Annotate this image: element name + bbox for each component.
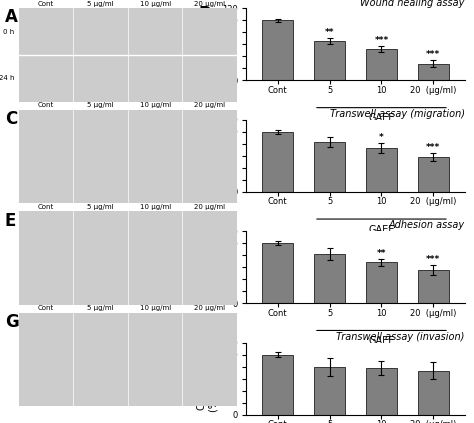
Text: H: H — [199, 339, 212, 357]
Bar — [314, 367, 345, 415]
Text: **: ** — [377, 249, 386, 258]
Text: GAEE: GAEE — [368, 336, 395, 346]
Text: 20 μg/ml: 20 μg/ml — [194, 0, 225, 7]
Text: ***: *** — [374, 36, 389, 45]
Text: ***: *** — [426, 143, 440, 152]
Text: C: C — [5, 110, 17, 128]
Text: A: A — [5, 8, 18, 27]
Text: Cont: Cont — [38, 0, 55, 7]
Text: 5 μg/ml: 5 μg/ml — [87, 102, 114, 108]
Text: 0 h: 0 h — [3, 29, 15, 35]
Bar — [366, 148, 397, 192]
Text: G: G — [5, 313, 18, 331]
Text: 10 μg/ml: 10 μg/ml — [140, 102, 171, 108]
Text: Wound healing assay: Wound healing assay — [360, 0, 465, 8]
Text: GAEE: GAEE — [368, 113, 395, 124]
Text: E: E — [5, 212, 16, 230]
Text: 5 μg/ml: 5 μg/ml — [87, 0, 114, 7]
Bar — [262, 132, 293, 192]
Bar — [366, 368, 397, 415]
Text: Transwell assay (invasion): Transwell assay (invasion) — [336, 332, 465, 342]
Text: 10 μg/ml: 10 μg/ml — [140, 305, 171, 311]
Bar — [314, 142, 345, 192]
Bar — [314, 41, 345, 80]
Y-axis label: Cell Migration
(% of control): Cell Migration (% of control) — [197, 122, 219, 190]
Text: D: D — [199, 116, 212, 134]
Bar — [366, 262, 397, 303]
Text: Transwell assay (migration): Transwell assay (migration) — [329, 109, 465, 119]
Text: 10 μg/ml: 10 μg/ml — [140, 0, 171, 7]
Text: 20 μg/ml: 20 μg/ml — [194, 203, 225, 210]
Bar — [262, 20, 293, 80]
Text: GAEE: GAEE — [368, 225, 395, 235]
Bar — [418, 270, 449, 303]
Text: **: ** — [325, 28, 334, 37]
Text: 20 μg/ml: 20 μg/ml — [194, 102, 225, 108]
Text: B: B — [199, 5, 211, 23]
Bar — [366, 49, 397, 80]
Y-axis label: Cell Invasion
(% of control): Cell Invasion (% of control) — [197, 346, 219, 412]
Y-axis label: Cell Migration
(% of control): Cell Migration (% of control) — [197, 11, 219, 78]
Bar — [314, 254, 345, 303]
Y-axis label: Cell Adhesion
(% of control): Cell Adhesion (% of control) — [197, 234, 219, 300]
Text: 5 μg/ml: 5 μg/ml — [87, 305, 114, 311]
Text: 24 h: 24 h — [0, 75, 15, 81]
Text: 5 μg/ml: 5 μg/ml — [87, 203, 114, 210]
Text: Cont: Cont — [38, 203, 55, 210]
Text: Cont: Cont — [38, 305, 55, 311]
Text: 20 μg/ml: 20 μg/ml — [194, 305, 225, 311]
Bar — [418, 63, 449, 80]
Bar — [418, 371, 449, 415]
Text: Adhesion assay: Adhesion assay — [388, 220, 465, 231]
Text: F: F — [199, 228, 210, 246]
Text: Cont: Cont — [38, 102, 55, 108]
Bar — [262, 354, 293, 415]
Bar — [418, 157, 449, 192]
Text: ***: *** — [426, 255, 440, 264]
Text: ***: *** — [426, 50, 440, 59]
Text: *: * — [379, 133, 384, 142]
Bar — [262, 243, 293, 303]
Text: 10 μg/ml: 10 μg/ml — [140, 203, 171, 210]
